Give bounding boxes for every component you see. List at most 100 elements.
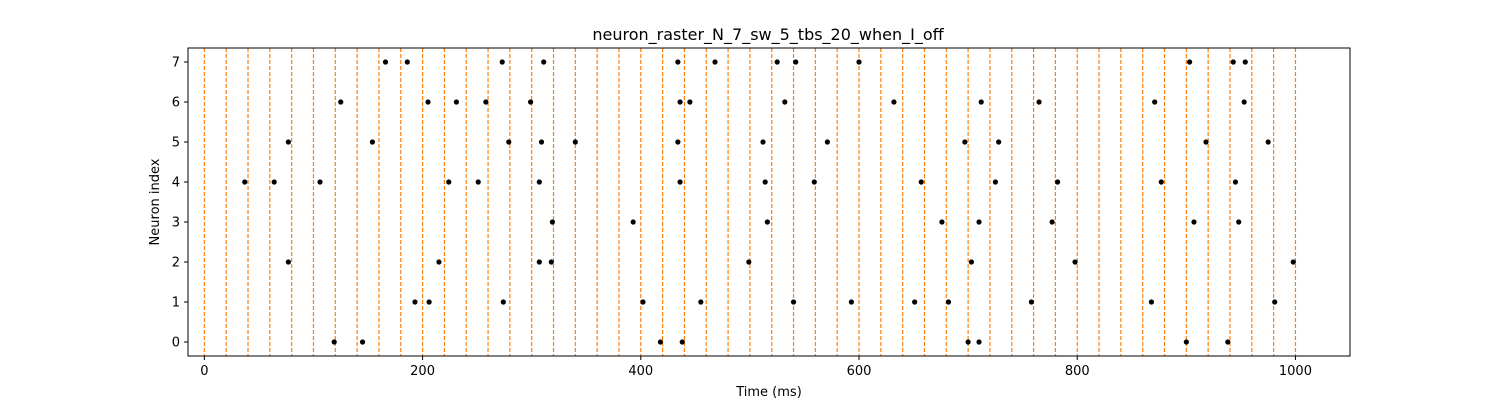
spike-point [1232,179,1239,185]
spike-point [640,299,646,305]
x-tick-label: 800 [1065,364,1090,379]
spike-point [271,179,277,185]
spike-point [657,339,664,345]
spike-point [483,99,489,105]
spike-point [475,179,481,185]
spike-point [811,179,817,185]
spike-point [978,99,984,105]
y-tick-label: 0 [172,336,180,351]
spike-point [1225,339,1231,345]
x-tick-label: 600 [847,364,872,379]
spike-point [790,299,797,305]
y-tick-label: 3 [172,216,180,231]
spike-point [412,299,418,305]
spike-point [675,59,681,65]
spike-point [1241,99,1247,105]
event-lines [203,48,1297,356]
spike-point [746,259,752,265]
spike-point [382,59,389,65]
chart-title: neuron_raster_N_7_sw_5_tbs_20_when_I_off [592,25,944,45]
spike-point [317,179,323,185]
y-tick-label: 4 [172,176,180,191]
spike-point [675,139,681,145]
spike-point [712,59,718,65]
spike-point [976,219,982,225]
spike-point [1187,59,1193,65]
spike-point [536,259,542,265]
spike-point [1054,179,1061,185]
spike-point [918,179,924,185]
spike-point [242,179,248,185]
spike-point [1230,59,1236,65]
spike-point [536,179,542,185]
y-tick-label: 1 [172,296,180,311]
spike-point [425,99,431,105]
spike-point [891,99,897,105]
spike-point [976,339,982,345]
spike-point [1191,219,1197,225]
spike-point [527,99,534,105]
x-axis-ticks: 0 200 400 600 800 1000 [200,356,1312,379]
spike-point [1152,99,1158,105]
y-axis-label: Neuron index [148,158,163,245]
spike-point [499,59,505,65]
spike-point [996,139,1002,145]
spike-point [338,99,344,105]
spike-point [506,139,512,145]
spike-point [436,259,442,265]
spike-point [1290,259,1296,265]
x-axis-label: Time (ms) [735,385,802,400]
spike-point [764,219,770,225]
spike-point [1036,99,1042,105]
spike-point [500,299,506,305]
spike-point [1183,339,1189,345]
spike-point [1049,219,1055,225]
x-tick-label: 400 [628,364,653,379]
spike-point [446,179,452,185]
spike-point [548,259,554,265]
spike-point [630,219,636,225]
spike-point [677,179,683,185]
spike-point [679,339,685,345]
spike-point [992,179,998,185]
x-tick-label: 200 [410,364,435,379]
spike-point [677,99,683,105]
spike-point [549,219,556,225]
spike-point [1272,299,1278,305]
y-tick-label: 5 [172,136,180,151]
spike-point [856,59,862,65]
y-tick-label: 2 [172,256,180,271]
spike-point [369,139,375,145]
spike-point [404,59,410,65]
spike-point [572,139,578,145]
spike-markers [242,59,1296,345]
spike-point [782,99,788,105]
spike-point [939,219,945,225]
spike-point [760,139,766,145]
x-tick-label: 1000 [1279,364,1312,379]
spike-point [1242,59,1248,65]
spike-point [285,259,291,265]
spike-point [912,299,918,305]
y-axis-ticks: 0 1 2 3 4 5 6 7 [172,56,188,351]
spike-point [359,339,366,345]
spike-point [1148,299,1155,305]
spike-point [698,299,704,305]
spike-point [1203,139,1209,145]
spike-point [687,99,693,105]
spike-point [945,299,952,305]
spike-point [1158,179,1164,185]
spike-point [774,59,780,65]
spike-point [848,299,854,305]
spike-point [793,59,799,65]
spike-point [453,99,460,105]
spike-point [968,259,974,265]
spike-point [285,139,291,145]
spike-point [1028,299,1035,305]
spike-point [1265,139,1271,145]
spike-point [1072,259,1078,265]
spike-point [426,299,432,305]
spike-point [962,139,968,145]
spike-point [538,139,545,145]
